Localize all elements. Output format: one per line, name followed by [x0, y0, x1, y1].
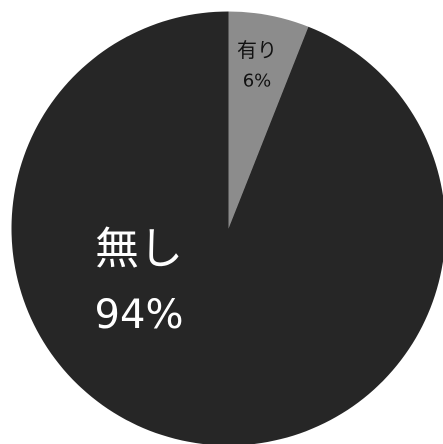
pie-slice-2: [11, 11, 443, 444]
pie-slice-1: [228, 11, 309, 229]
pie-slices: [11, 11, 443, 444]
pie-slice-1-category-label: 有り: [237, 38, 277, 62]
pie-slice-1-percent-label: 6%: [243, 70, 272, 91]
pie-slice-2-category-label: 無し: [95, 223, 183, 274]
pie-labels: 有り 6% 無し 94%: [95, 38, 277, 338]
pie-slice-2-percent-label: 94%: [95, 292, 184, 338]
